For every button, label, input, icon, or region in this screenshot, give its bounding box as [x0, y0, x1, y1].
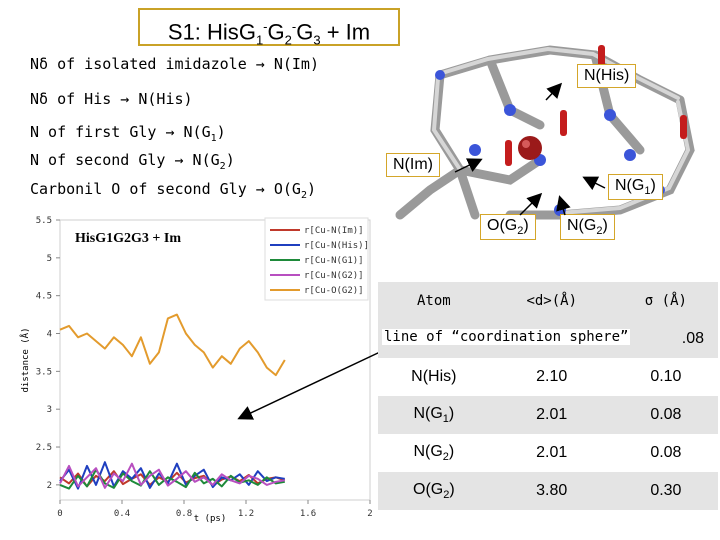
legend-label: r[Cu-N(G2)] [304, 271, 364, 281]
x-tick-label: 0.4 [114, 509, 130, 519]
slide-title: S1: HisG1-G2-G3 + Im [138, 8, 400, 48]
x-tick-label: 1.6 [300, 509, 316, 519]
callout-n-g2: N(G2) [560, 214, 615, 241]
y-tick-label: 4 [47, 330, 52, 340]
series-line [59, 462, 285, 489]
table-row: N(G1) 2.01 0.08 [378, 396, 718, 434]
definition-n-his: Nδ of His → N(His) [30, 90, 193, 108]
y-tick-label: 4.5 [36, 292, 52, 302]
table-row: N(His) 2.10 0.10 [411, 368, 682, 385]
chart-title: HisG1G2G3 + Im [75, 231, 181, 246]
callout-n-g1: N(G1) [608, 174, 663, 201]
header-atom: Atom [378, 282, 490, 320]
callout-o-g2: O(G2) [480, 214, 536, 241]
distance-chart: 2 2.5 3 3.5 4 4.5 5 5.5 0 0.4 0.8 1.2 1.6 2 HisG1G2G… [19, 216, 373, 524]
table-row: O(G2) 3.80 0.30 [378, 472, 718, 510]
definition-n-g1: N of first Gly → N(G1) [30, 123, 226, 144]
y-tick-label: 3.5 [36, 367, 52, 377]
y-tick-label: 2 [47, 481, 52, 491]
y-tick-label: 3 [47, 405, 52, 415]
legend-label: r[Cu-N(His)] [304, 241, 369, 251]
coordination-sphere-note: line of “coordination sphere” [382, 329, 631, 345]
definition-n-g2: N of second Gly → N(G2) [30, 151, 235, 172]
legend-label: r[Cu-O(G2)] [304, 286, 364, 296]
definition-o-g2: Carbonil O of second Gly → O(G2) [30, 180, 316, 201]
header-mean-distance: <d>(Å) [489, 282, 614, 320]
header-sigma: σ (Å) [613, 282, 718, 320]
callout-n-his: N(His) [577, 64, 637, 88]
x-tick-label: 1.2 [238, 509, 254, 519]
y-tick-label: 2.5 [36, 443, 52, 453]
legend-label: r[Cu-N(Im)] [304, 226, 364, 236]
partial-value: .08 [613, 320, 718, 358]
table-header-row: Atom <d>(Å) σ (Å) [378, 282, 718, 320]
table-row: N(G2) 2.01 0.08 [413, 442, 682, 464]
series-line [59, 313, 286, 377]
definition-n-im: Nδ of isolated imidazole → N(Im) [30, 55, 319, 73]
molecule-image [395, 45, 695, 220]
y-tick-label: 5.5 [36, 216, 52, 226]
distance-table: Atom <d>(Å) σ (Å) .08 N(His) 2.10 0.10 N… [378, 282, 718, 510]
legend-label: r[Cu-N(G1)] [304, 256, 364, 266]
series-line [59, 461, 285, 490]
x-tick-label: 2 [367, 509, 372, 519]
callout-n-im: N(Im) [386, 153, 440, 177]
x-tick-label: 0.8 [176, 509, 192, 519]
chart-ylabel: distance (Å) [19, 327, 31, 392]
x-tick-label: 0 [57, 509, 62, 519]
chart-xlabel: t (ps) [194, 514, 227, 524]
y-tick-label: 5 [47, 254, 52, 264]
